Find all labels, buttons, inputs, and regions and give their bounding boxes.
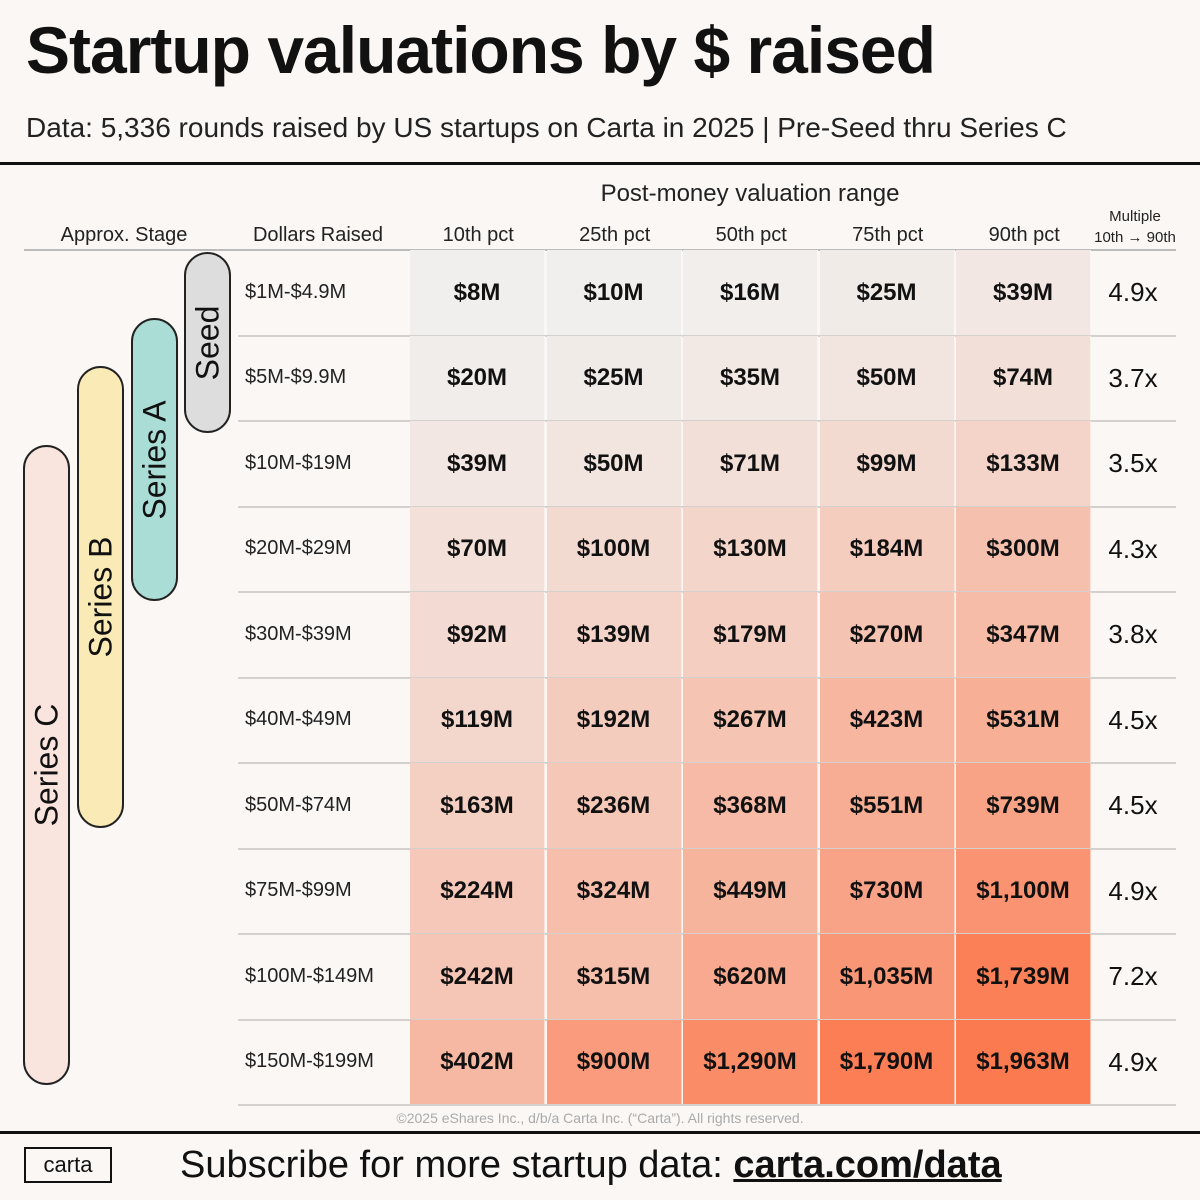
stage-pill-seed: Seed [184, 252, 231, 433]
chart-subtitle: Data: 5,336 rounds raised by US startups… [26, 112, 1067, 143]
heatmap-cell: $730M [819, 848, 955, 934]
multiple-value: 3.5x [1108, 448, 1158, 479]
multiple-value: 4.9x [1108, 277, 1158, 308]
multiple-value: 3.8x [1108, 619, 1158, 650]
heatmap-cell: $347M [956, 592, 1091, 678]
heatmap-cell: $130M [683, 506, 818, 592]
chart-title: Startup valuations by $ raised [26, 13, 936, 87]
heatmap-cell: $74M [956, 335, 1091, 421]
row-label: $50M-$74M [245, 793, 352, 816]
top-divider [0, 162, 1200, 165]
stage-header: Approx. Stage [60, 224, 188, 246]
heatmap-cell: $71M [683, 421, 818, 507]
heatmap-cell: $70M [410, 506, 545, 592]
heatmap-cell: $300M [956, 506, 1091, 592]
heatmap-cell: $900M [546, 1019, 682, 1105]
row-label: $100M-$149M [245, 964, 374, 987]
heatmap-cell: $20M [410, 335, 545, 421]
heatmap-cell: $50M [819, 335, 955, 421]
stage-pill-series-c: Series C [23, 445, 70, 1085]
heatmap-cell: $739M [956, 763, 1091, 849]
heatmap-cell: $368M [683, 763, 818, 849]
heatmap-cell: $1,100M [956, 848, 1091, 934]
multiple-value: 4.5x [1108, 704, 1158, 735]
heatmap-cell: $402M [410, 1019, 545, 1105]
multiple-value: 4.5x [1108, 790, 1158, 821]
heatmap-cell: $1,290M [683, 1019, 818, 1105]
heatmap-cell: $179M [683, 592, 818, 678]
heatmap-cell: $100M [546, 506, 682, 592]
multiple-header-line2: 10th → 90th [1094, 229, 1176, 246]
heatmap-cell: $551M [819, 763, 955, 849]
heatmap-cell: $184M [819, 506, 955, 592]
heatmap-cell: $267M [683, 677, 818, 763]
column-header: 10th pct [442, 224, 514, 246]
heatmap-cell: $449M [683, 848, 818, 934]
row-divider [238, 1104, 1176, 1106]
heatmap-cell: $35M [683, 335, 818, 421]
heatmap-cell: $270M [819, 592, 955, 678]
heatmap-cell: $423M [819, 677, 955, 763]
heatmap-cell: $92M [410, 592, 545, 678]
row-label: $30M-$39M [245, 622, 352, 645]
row-label: $150M-$199M [245, 1050, 374, 1073]
heatmap-cell: $1,739M [956, 934, 1091, 1020]
multiple-value: 4.9x [1108, 875, 1158, 906]
heatmap-cell: $25M [546, 335, 682, 421]
heatmap-cell: $163M [410, 763, 545, 849]
raised-header: Dollars Raised [252, 224, 384, 246]
column-header: 25th pct [579, 224, 651, 246]
heatmap-cell: $99M [819, 421, 955, 507]
heatmap-cell: $1,790M [819, 1019, 955, 1105]
heatmap-cell: $39M [410, 421, 545, 507]
column-header: 75th pct [852, 224, 924, 246]
heatmap-cell: $224M [410, 848, 545, 934]
multiple-value: 3.7x [1108, 362, 1158, 393]
row-label: $75M-$99M [245, 879, 352, 902]
heatmap-cell: $1,963M [956, 1019, 1091, 1105]
heatmap-cell: $531M [956, 677, 1091, 763]
row-label: $20M-$29M [245, 537, 352, 560]
heatmap-cell: $192M [546, 677, 682, 763]
row-label: $40M-$49M [245, 708, 352, 731]
heatmap-cell: $315M [546, 934, 682, 1020]
heatmap-cell: $620M [683, 934, 818, 1020]
multiple-header-line1: Multiple [1109, 208, 1161, 225]
row-label: $5M-$9.9M [245, 366, 347, 389]
carta-logo: carta [24, 1147, 112, 1183]
column-group-header: Post-money valuation range [600, 180, 900, 207]
copyright: ©2025 eShares Inc., d/b/a Carta Inc. (“C… [396, 1110, 804, 1126]
heatmap-cell: $242M [410, 934, 545, 1020]
heatmap-cell: $1,035M [819, 934, 955, 1020]
multiple-value: 7.2x [1108, 961, 1158, 992]
heatmap-cell: $16M [683, 250, 818, 336]
row-label: $10M-$19M [245, 451, 352, 474]
bottom-divider [0, 1131, 1200, 1134]
stage-pill-series-b: Series B [77, 366, 124, 828]
stage-label: Series A [136, 399, 172, 520]
heatmap-cell: $119M [410, 677, 545, 763]
stage-label: Series B [82, 536, 118, 658]
stage-pill-series-a: Series A [131, 318, 178, 601]
heatmap-cell: $50M [546, 421, 682, 507]
column-header: 50th pct [715, 224, 787, 246]
stage-label: Series C [28, 703, 64, 827]
heatmap-cell: $139M [546, 592, 682, 678]
multiple-value: 4.9x [1108, 1046, 1158, 1077]
heatmap-cell: $133M [956, 421, 1091, 507]
heatmap-cell: $10M [546, 250, 682, 336]
heatmap-cell: $236M [546, 763, 682, 849]
multiple-header: Multiple 10th → 90th [1090, 206, 1180, 248]
column-header: 90th pct [988, 224, 1060, 246]
heatmap-cell: $8M [410, 250, 545, 336]
footer-text: Subscribe for more startup data: [180, 1144, 734, 1186]
heatmap-cell: $324M [546, 848, 682, 934]
footer-cta: Subscribe for more startup data: carta.c… [180, 1144, 1002, 1187]
stage-label: Seed [189, 305, 225, 380]
multiple-value: 4.3x [1108, 533, 1158, 564]
heatmap-cell: $39M [956, 250, 1091, 336]
heatmap-cell: $25M [819, 250, 955, 336]
footer-link[interactable]: carta.com/data [733, 1144, 1002, 1186]
row-label: $1M-$4.9M [245, 280, 347, 303]
